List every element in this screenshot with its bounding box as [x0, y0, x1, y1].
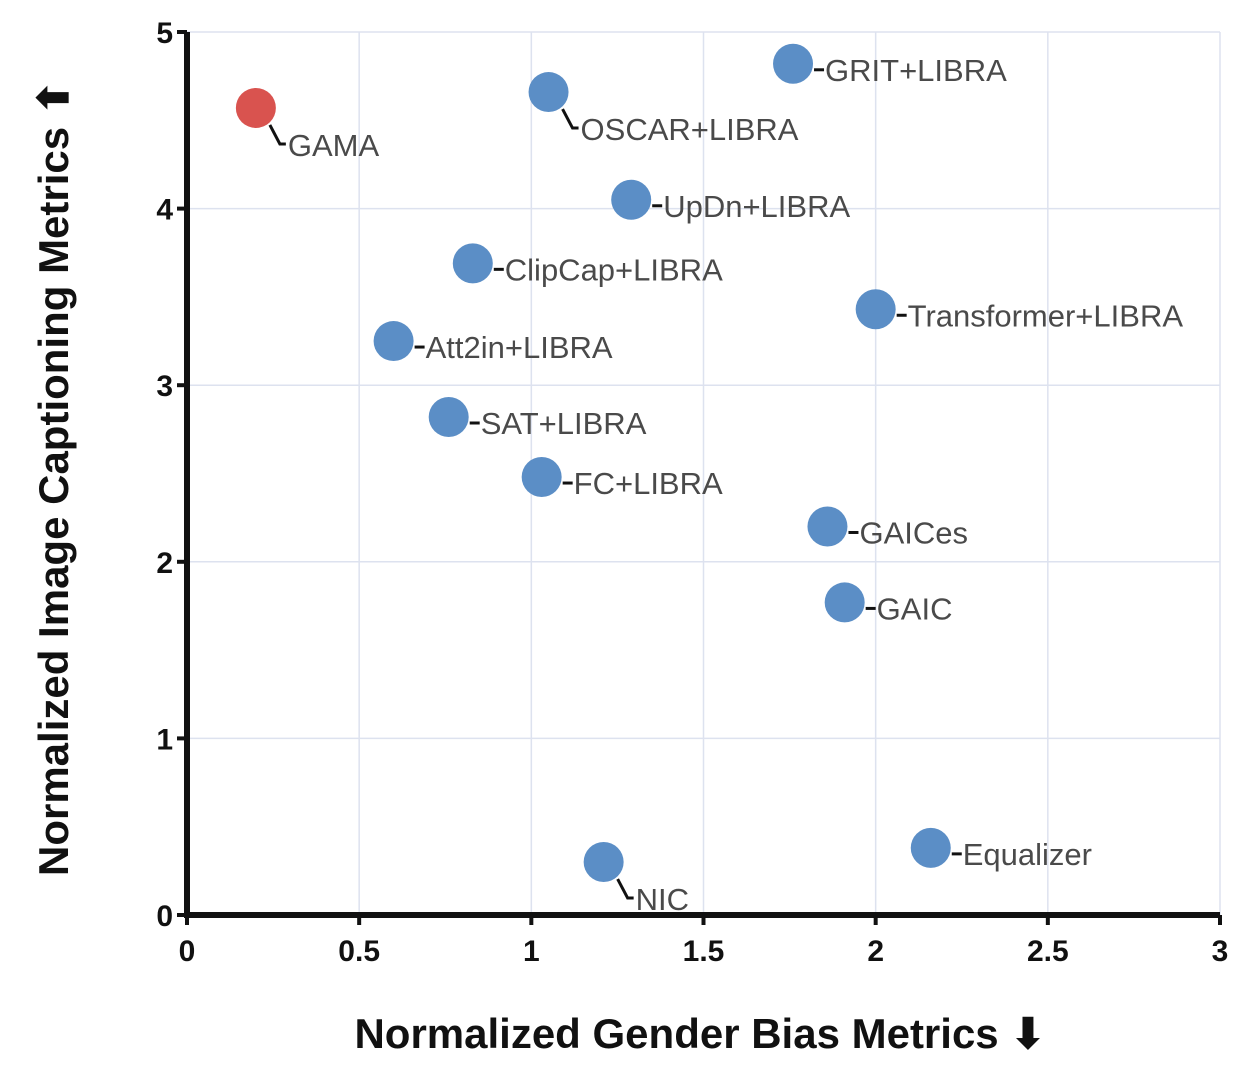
point-marker — [824, 582, 865, 623]
y-tick-label: 5 — [156, 17, 173, 50]
y-tick-label: 2 — [156, 547, 173, 580]
down-arrow-icon: ⬇ — [1010, 1010, 1045, 1057]
x-tick-label: 0.5 — [338, 935, 380, 968]
point-marker — [521, 457, 562, 498]
point-marker — [452, 243, 493, 284]
point-label: GAIC — [877, 591, 953, 626]
up-arrow-icon: ⬆ — [30, 80, 77, 115]
point-updn-libra: UpDn+LIBRA — [611, 179, 850, 224]
point-marker — [611, 179, 652, 220]
point-marker — [428, 396, 469, 437]
point-marker — [583, 842, 624, 883]
y-axis-title: Normalized Image Captioning Metrics ⬆ — [30, 80, 77, 876]
label-leader-line — [268, 124, 286, 146]
point-label: Equalizer — [963, 837, 1092, 872]
point-label: GAMA — [288, 128, 380, 163]
point-att2in-libra: Att2in+LIBRA — [373, 321, 613, 365]
point-marker — [373, 321, 414, 362]
x-axis-title: Normalized Gender Bias Metrics ⬇ — [354, 1010, 1045, 1057]
point-marker — [910, 827, 951, 868]
points-layer: GAMA OSCAR+LIBRA GRIT+LIBRA UpDn+LIBRA ClipC… — [235, 43, 1184, 917]
x-tick-label: 1 — [523, 935, 540, 968]
point-equalizer: Equalizer — [910, 827, 1092, 872]
point-nic: NIC — [583, 842, 689, 917]
y-tick-label: 3 — [156, 370, 173, 403]
label-leader-line — [561, 108, 579, 130]
point-label: UpDn+LIBRA — [663, 189, 850, 224]
point-marker — [773, 43, 814, 84]
point-label: Transformer+LIBRA — [908, 298, 1184, 333]
point-label: NIC — [636, 882, 689, 917]
point-label: SAT+LIBRA — [481, 406, 647, 441]
point-oscar-libra: OSCAR+LIBRA — [528, 72, 799, 147]
point-sat-libra: SAT+LIBRA — [428, 396, 647, 441]
x-tick-label: 0 — [179, 935, 196, 968]
point-label: GAICes — [859, 515, 968, 550]
x-tick-label: 1.5 — [683, 935, 725, 968]
point-transformer-libra: Transformer+LIBRA — [855, 289, 1184, 333]
point-marker — [528, 72, 569, 113]
x-tick-label: 2 — [867, 935, 884, 968]
point-gaic: GAIC — [824, 582, 953, 626]
x-tick-label: 3 — [1212, 935, 1229, 968]
y-tick-label: 0 — [156, 900, 173, 933]
point-label: OSCAR+LIBRA — [581, 112, 799, 147]
tick-layer: 0 0.5 1 1.5 2 2.5 3 0 1 2 3 4 5 — [156, 17, 1228, 968]
point-gama: GAMA — [235, 87, 380, 163]
point-marker — [807, 506, 848, 547]
y-tick-label: 4 — [156, 194, 173, 227]
point-fc-libra: FC+LIBRA — [521, 457, 723, 501]
point-label: ClipCap+LIBRA — [505, 252, 723, 287]
point-grit-libra: GRIT+LIBRA — [773, 43, 1007, 88]
x-tick-label: 2.5 — [1027, 935, 1069, 968]
point-gaices: GAICes — [807, 506, 968, 550]
point-marker — [235, 87, 276, 128]
point-label: FC+LIBRA — [574, 466, 723, 501]
grid-layer — [187, 31, 1221, 915]
point-clipcap-libra: ClipCap+LIBRA — [452, 243, 723, 287]
y-tick-label: 1 — [156, 723, 173, 756]
label-leader-line — [616, 878, 634, 900]
point-label: GRIT+LIBRA — [825, 53, 1007, 88]
point-marker — [855, 289, 896, 330]
point-label: Att2in+LIBRA — [426, 330, 613, 365]
